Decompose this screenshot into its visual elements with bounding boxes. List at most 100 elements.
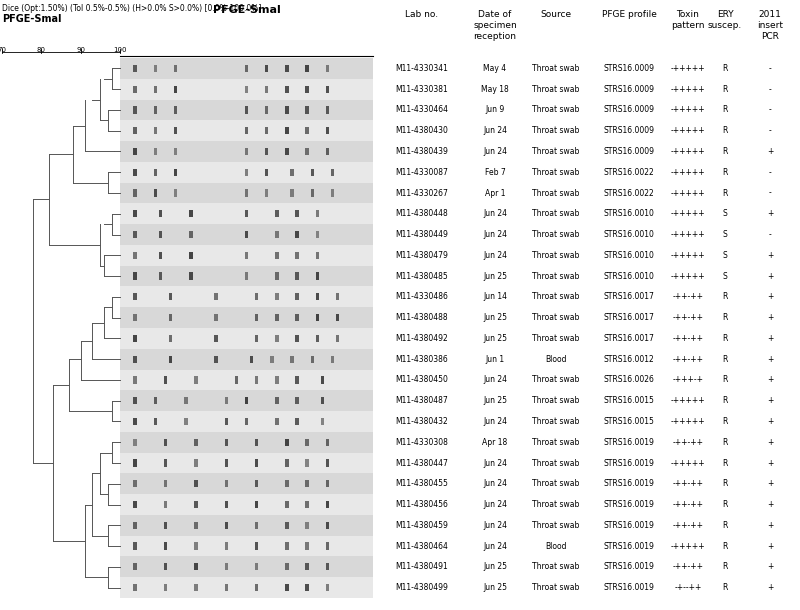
Text: +: +	[767, 562, 773, 572]
Text: R: R	[722, 106, 728, 115]
Bar	[265, 148, 269, 155]
Text: +: +	[767, 542, 773, 551]
Text: Throat swab: Throat swab	[532, 230, 580, 239]
Text: M11-4380447: M11-4380447	[395, 459, 448, 467]
Bar	[134, 563, 137, 570]
Text: M11-4380448: M11-4380448	[395, 209, 448, 218]
Bar	[134, 480, 137, 487]
Text: -: -	[769, 168, 771, 177]
Bar	[134, 252, 137, 259]
Bar	[250, 356, 254, 363]
Text: -: -	[769, 64, 771, 73]
Bar	[315, 273, 319, 280]
Bar	[120, 328, 373, 349]
Bar	[321, 418, 324, 425]
Bar	[234, 376, 238, 384]
Text: PFGE-Smal: PFGE-Smal	[2, 14, 62, 24]
Bar	[306, 148, 309, 155]
Text: +: +	[767, 583, 773, 592]
Bar	[290, 168, 294, 176]
Text: Throat swab: Throat swab	[532, 375, 580, 384]
Bar	[330, 356, 334, 363]
Text: STRS16.0017: STRS16.0017	[603, 334, 654, 343]
Text: STRS16.0019: STRS16.0019	[603, 521, 654, 530]
Bar	[120, 266, 373, 287]
Bar	[134, 314, 137, 321]
Bar	[158, 231, 162, 238]
Text: Jun 25: Jun 25	[483, 334, 507, 343]
Text: M11-4380450: M11-4380450	[395, 375, 448, 384]
Text: Throat swab: Throat swab	[532, 271, 580, 281]
Text: R: R	[722, 417, 728, 426]
Text: STRS16.0019: STRS16.0019	[603, 500, 654, 509]
Text: M11-4380464: M11-4380464	[395, 542, 448, 551]
Text: +: +	[767, 292, 773, 301]
Text: -++-++: -++-++	[673, 500, 703, 509]
Bar	[120, 99, 373, 120]
Text: +: +	[767, 438, 773, 447]
Text: -++-++: -++-++	[673, 354, 703, 364]
Bar	[295, 314, 299, 321]
Bar	[189, 273, 193, 280]
Bar	[120, 120, 373, 141]
Text: -+++++: -+++++	[670, 168, 706, 177]
Text: PFGE-Smal: PFGE-Smal	[213, 5, 280, 15]
Bar	[120, 287, 373, 307]
Bar	[306, 563, 309, 570]
Bar	[326, 501, 330, 508]
Text: Jun 24: Jun 24	[483, 209, 507, 218]
Bar	[134, 356, 137, 363]
Bar	[326, 584, 330, 591]
Text: +: +	[767, 334, 773, 343]
Bar	[120, 411, 373, 432]
Bar	[245, 252, 248, 259]
Bar	[286, 522, 289, 529]
Bar	[120, 349, 373, 370]
Bar	[169, 335, 172, 342]
Bar	[326, 65, 330, 72]
Bar	[174, 127, 178, 134]
Bar	[134, 542, 137, 550]
Bar	[275, 273, 278, 280]
Bar	[306, 65, 309, 72]
Bar	[326, 148, 330, 155]
Text: M11-4380491: M11-4380491	[395, 562, 448, 572]
Text: M11-4330308: M11-4330308	[395, 438, 448, 447]
Text: M11-4380487: M11-4380487	[395, 396, 448, 405]
Bar	[225, 397, 228, 404]
Bar	[255, 480, 258, 487]
Bar	[315, 293, 319, 301]
Bar	[275, 335, 278, 342]
Text: M11-4380488: M11-4380488	[395, 313, 448, 322]
Bar	[225, 584, 228, 591]
Bar	[169, 314, 172, 321]
Text: R: R	[722, 334, 728, 343]
Bar	[286, 65, 289, 72]
Text: Source: Source	[541, 10, 571, 19]
Bar	[245, 273, 248, 280]
Text: STRS16.0019: STRS16.0019	[603, 459, 654, 467]
Bar	[174, 168, 178, 176]
Text: Jun 1: Jun 1	[486, 354, 505, 364]
Text: Throat swab: Throat swab	[532, 521, 580, 530]
Text: M11-4330267: M11-4330267	[395, 188, 448, 198]
Bar	[255, 293, 258, 301]
Bar	[134, 168, 137, 176]
Text: Jun 24: Jun 24	[483, 375, 507, 384]
Bar	[134, 522, 137, 529]
Bar	[245, 106, 248, 113]
Bar	[275, 397, 278, 404]
Text: Throat swab: Throat swab	[532, 396, 580, 405]
Text: -++-++: -++-++	[673, 479, 703, 488]
Text: STRS16.0009: STRS16.0009	[603, 147, 654, 156]
Bar	[286, 439, 289, 446]
Text: R: R	[722, 292, 728, 301]
Text: Throat swab: Throat swab	[532, 85, 580, 94]
Bar	[164, 542, 167, 550]
Bar	[154, 168, 157, 176]
Text: Jun 9: Jun 9	[486, 106, 505, 115]
Bar	[134, 189, 137, 196]
Bar	[189, 231, 193, 238]
Bar	[154, 148, 157, 155]
Text: Throat swab: Throat swab	[532, 126, 580, 135]
